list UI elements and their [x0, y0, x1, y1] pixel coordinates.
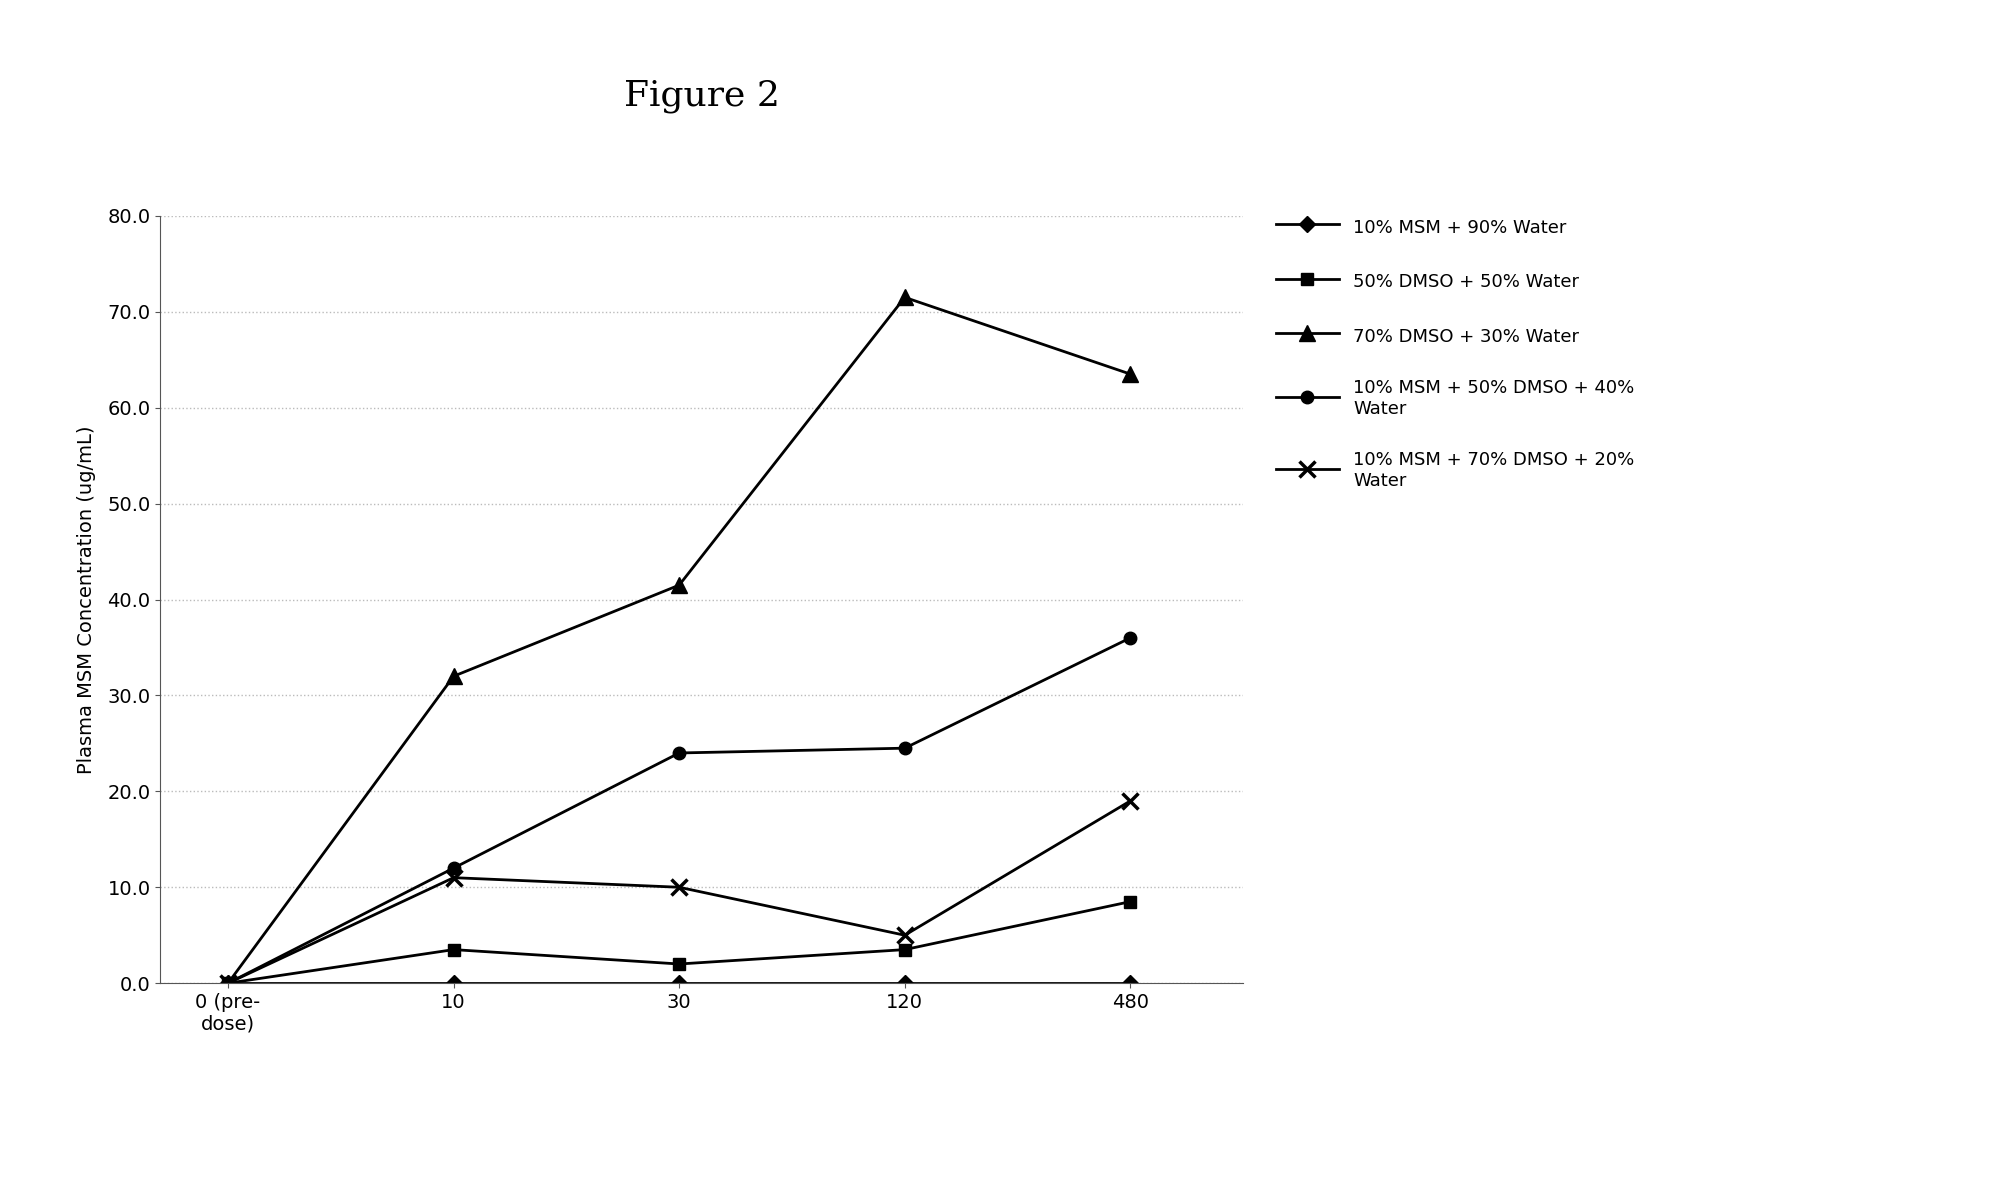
- 10% MSM + 50% DMSO + 40%
Water: [217, 976, 241, 990]
- Line: 10% MSM + 50% DMSO + 40%
Water: 10% MSM + 50% DMSO + 40% Water: [223, 632, 1137, 989]
- 10% MSM + 90% Water: [892, 976, 916, 990]
- 50% DMSO + 50% Water: [668, 957, 692, 971]
- 70% DMSO + 30% Water: [892, 290, 916, 305]
- Legend: 10% MSM + 90% Water, 50% DMSO + 50% Water, 70% DMSO + 30% Water, 10% MSM + 50% D: 10% MSM + 90% Water, 50% DMSO + 50% Wate…: [1275, 216, 1634, 489]
- 10% MSM + 50% DMSO + 40%
Water: [892, 741, 916, 755]
- 70% DMSO + 30% Water: [441, 669, 465, 683]
- 50% DMSO + 50% Water: [1119, 894, 1143, 909]
- 50% DMSO + 50% Water: [217, 976, 241, 990]
- 10% MSM + 70% DMSO + 20%
Water: [1119, 794, 1143, 808]
- 10% MSM + 50% DMSO + 40%
Water: [441, 861, 465, 875]
- Line: 70% DMSO + 30% Water: 70% DMSO + 30% Water: [221, 290, 1139, 990]
- 10% MSM + 50% DMSO + 40%
Water: [1119, 631, 1143, 645]
- 50% DMSO + 50% Water: [441, 942, 465, 957]
- Line: 10% MSM + 70% DMSO + 20%
Water: 10% MSM + 70% DMSO + 20% Water: [221, 794, 1139, 990]
- 10% MSM + 90% Water: [441, 976, 465, 990]
- Y-axis label: Plasma MSM Concentration (ug/mL): Plasma MSM Concentration (ug/mL): [78, 426, 96, 773]
- 10% MSM + 70% DMSO + 20%
Water: [217, 976, 241, 990]
- 10% MSM + 50% DMSO + 40%
Water: [668, 746, 692, 760]
- 10% MSM + 70% DMSO + 20%
Water: [441, 870, 465, 885]
- 50% DMSO + 50% Water: [892, 942, 916, 957]
- 70% DMSO + 30% Water: [1119, 367, 1143, 381]
- Line: 50% DMSO + 50% Water: 50% DMSO + 50% Water: [223, 896, 1137, 989]
- 70% DMSO + 30% Water: [217, 976, 241, 990]
- Text: Figure 2: Figure 2: [624, 79, 780, 113]
- 10% MSM + 90% Water: [217, 976, 241, 990]
- 10% MSM + 70% DMSO + 20%
Water: [668, 880, 692, 894]
- 10% MSM + 90% Water: [1119, 976, 1143, 990]
- Line: 10% MSM + 90% Water: 10% MSM + 90% Water: [223, 977, 1137, 989]
- 70% DMSO + 30% Water: [668, 578, 692, 592]
- 10% MSM + 90% Water: [668, 976, 692, 990]
- 10% MSM + 70% DMSO + 20%
Water: [892, 928, 916, 942]
